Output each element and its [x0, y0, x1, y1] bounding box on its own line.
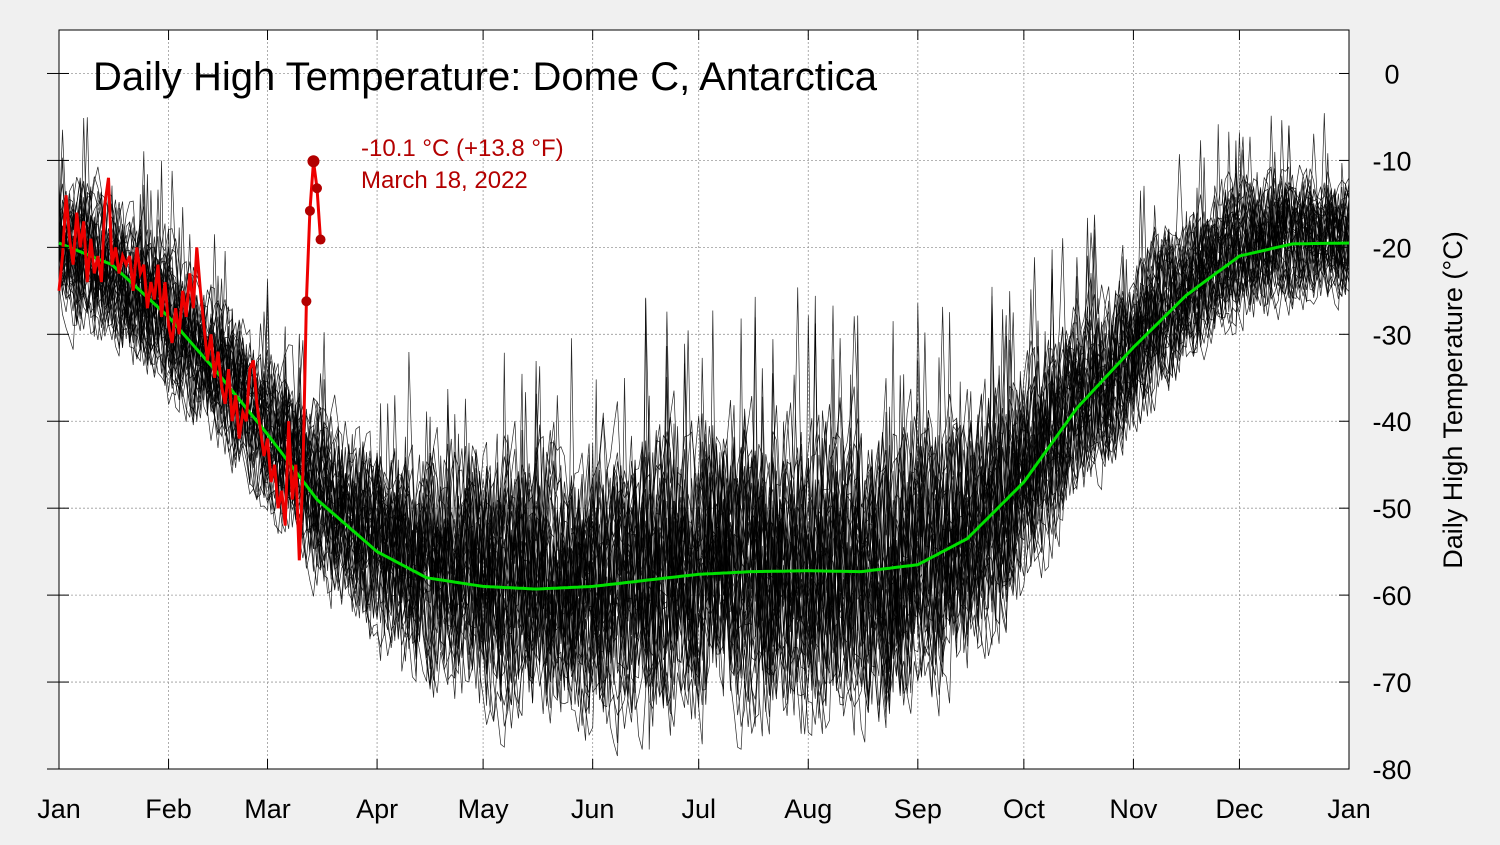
- mean-curve: [58, 241, 1350, 591]
- x-tick-label: Feb: [145, 794, 192, 824]
- x-tick-label: Nov: [1109, 794, 1158, 824]
- year-2022-marker: [315, 234, 326, 245]
- y-tick-label: -10: [1372, 146, 1411, 176]
- x-tick-label: Jul: [681, 794, 716, 824]
- x-tick-label: Oct: [1003, 794, 1046, 824]
- year-2022-path: [57, 161, 322, 561]
- x-tick-label: Aug: [784, 794, 832, 824]
- chart-title: Daily High Temperature: Dome C, Antarcti…: [93, 55, 878, 99]
- annotation-temperature: -10.1 °C (+13.8 °F): [361, 135, 564, 162]
- year-2022-line: [57, 155, 326, 561]
- historical-year-line: [58, 133, 1350, 736]
- x-tick-label: Jan: [37, 794, 81, 824]
- y-tick-label: -60: [1372, 581, 1411, 611]
- year-2022-marker: [307, 155, 320, 168]
- x-tick-label: May: [458, 794, 510, 824]
- year-2022-marker: [312, 183, 322, 194]
- historical-year-line: [58, 136, 1350, 715]
- axes: Jan Feb Mar Apr May Jun Jul Aug Sep Oct Nov Dec Jan 0…: [37, 30, 1412, 824]
- historical-year-line: [58, 175, 1350, 736]
- historical-year-line: [58, 131, 1350, 706]
- y-axis-label: Daily High Temperature (°C): [1438, 231, 1468, 568]
- historical-year-line: [58, 125, 1350, 716]
- y-tick-label: -20: [1372, 233, 1411, 263]
- y-tick-label: -80: [1372, 755, 1411, 785]
- y-tick-label: -40: [1372, 407, 1411, 437]
- y-tick-label: -30: [1372, 320, 1411, 350]
- historical-years-lines: [58, 113, 1350, 757]
- x-tick-label: Jun: [571, 794, 615, 824]
- x-tick-label: Dec: [1215, 794, 1263, 824]
- y-tick-label: 0: [1384, 59, 1399, 89]
- x-tick-label: Jan: [1327, 794, 1371, 824]
- annotation-date: March 18, 2022: [361, 167, 528, 194]
- x-tick-label: Apr: [356, 794, 398, 824]
- y-tick-label: -50: [1372, 494, 1411, 524]
- historical-year-line: [58, 125, 1350, 715]
- x-tick-label: Mar: [244, 794, 291, 824]
- climatology-mean-line: [58, 241, 1350, 591]
- x-tick-label: Sep: [894, 794, 942, 824]
- historical-year-line: [58, 136, 1350, 725]
- year-2022-marker: [304, 205, 315, 216]
- y-tick-label: -70: [1372, 668, 1411, 698]
- year-2022-marker: [301, 296, 312, 307]
